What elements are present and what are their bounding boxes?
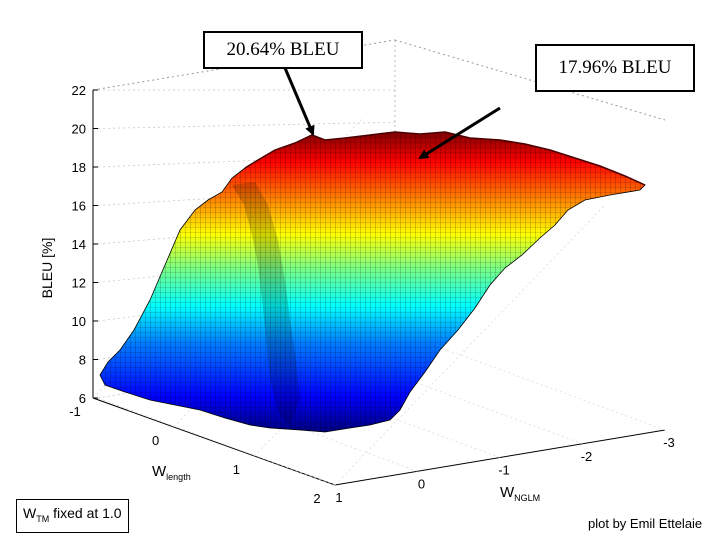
x-tick-label: 1 bbox=[233, 462, 240, 477]
z-tick-label: 8 bbox=[79, 353, 86, 368]
x-tick-label: 0 bbox=[152, 433, 159, 448]
x-axis-line bbox=[92, 397, 336, 486]
plateau-arrow bbox=[418, 106, 501, 160]
surface-ridge bbox=[244, 131, 646, 186]
x-axis-label-sub: length bbox=[166, 472, 191, 482]
y-tick-label: -2 bbox=[581, 449, 593, 464]
z-tick-label: 18 bbox=[72, 160, 86, 175]
footnote-prefix: W bbox=[23, 505, 37, 521]
x-axis-label: Wlength bbox=[152, 463, 191, 482]
z-tick-label: 22 bbox=[72, 83, 86, 98]
z-tick-label: 10 bbox=[72, 314, 86, 329]
footnote-box: WTM fixed at 1.0 bbox=[16, 499, 129, 533]
y-tick-label: -3 bbox=[663, 435, 675, 450]
x-tick-label: 2 bbox=[313, 491, 320, 506]
y-tick-label: 0 bbox=[418, 476, 425, 491]
z-tick-label: 14 bbox=[72, 237, 86, 252]
y-tick-label: 1 bbox=[335, 490, 342, 505]
y-tick-label: -1 bbox=[498, 463, 510, 478]
peak-annotation: 20.64% BLEU bbox=[203, 31, 363, 69]
surface bbox=[99, 131, 646, 433]
back-right-edge bbox=[394, 39, 666, 121]
plateau-annotation: 17.96% BLEU bbox=[535, 44, 695, 92]
z-tick-label: 12 bbox=[72, 276, 86, 291]
y-axis-label: WNGLM bbox=[500, 484, 540, 503]
peak-arrow bbox=[283, 67, 315, 136]
surface-mesh bbox=[100, 132, 645, 432]
footnote-suffix: fixed at 1.0 bbox=[49, 505, 122, 521]
surface-valley bbox=[232, 182, 300, 425]
z-gridline bbox=[97, 121, 396, 129]
z-tick-labels: 22 20 18 16 14 12 10 8 6 bbox=[72, 83, 98, 406]
y-axis-label-main: W bbox=[500, 484, 515, 501]
z-tick-label: 6 bbox=[79, 391, 86, 406]
y-tick-labels: 1 0 -1 -2 -3 bbox=[335, 435, 674, 505]
y-gridline bbox=[424, 341, 666, 431]
plot-credit: plot by Emil Ettelaie bbox=[588, 516, 703, 531]
z-axis-label: BLEU [%] bbox=[39, 238, 55, 299]
footnote-subscript: TM bbox=[36, 513, 50, 524]
x-tick-label: -1 bbox=[69, 404, 81, 419]
x-axis-label-main: W bbox=[152, 463, 167, 480]
y-axis-label-sub: NGLM bbox=[514, 493, 540, 503]
x-tick-labels: -1 0 1 2 bbox=[69, 404, 320, 506]
z-tick-label: 16 bbox=[72, 199, 86, 214]
z-tick-label: 20 bbox=[72, 122, 86, 137]
